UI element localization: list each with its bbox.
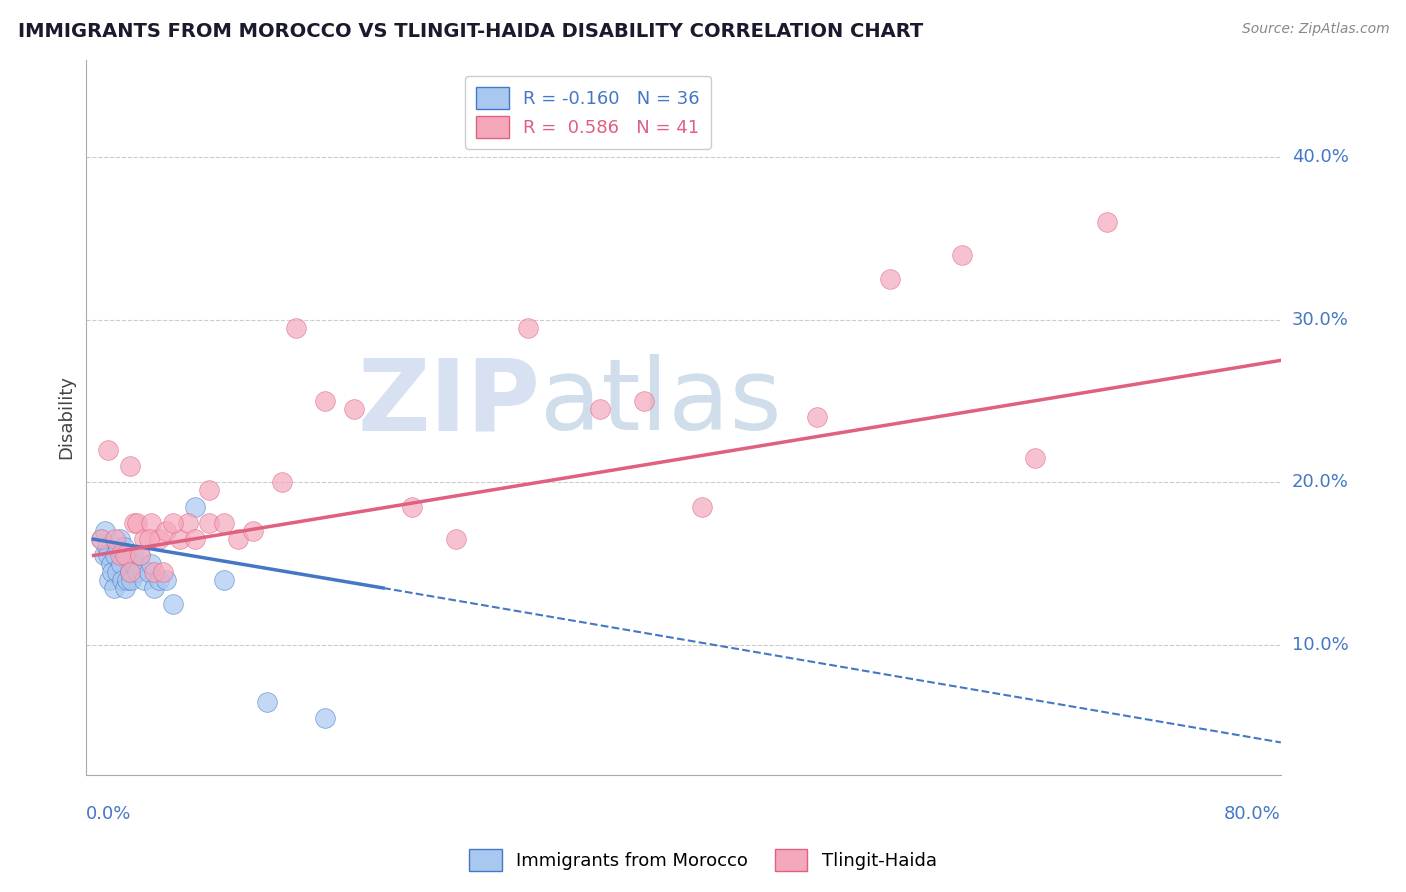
- Point: [806, 410, 828, 425]
- Point: [111, 573, 134, 587]
- Point: [198, 483, 221, 498]
- Point: [120, 573, 142, 587]
- Point: [110, 557, 132, 571]
- Text: 30.0%: 30.0%: [1292, 310, 1348, 329]
- Point: [121, 549, 143, 563]
- Point: [118, 565, 141, 579]
- Point: [90, 532, 112, 546]
- Point: [401, 500, 423, 514]
- Point: [125, 565, 148, 579]
- Point: [118, 565, 141, 579]
- Point: [155, 573, 177, 587]
- Point: [198, 516, 221, 530]
- Point: [162, 597, 184, 611]
- Point: [93, 549, 115, 563]
- Point: [270, 475, 292, 490]
- Point: [141, 557, 163, 571]
- Point: [184, 532, 207, 546]
- Point: [516, 321, 538, 335]
- Point: [212, 573, 235, 587]
- Point: [125, 516, 148, 530]
- Text: IMMIGRANTS FROM MOROCCO VS TLINGIT-HAIDA DISABILITY CORRELATION CHART: IMMIGRANTS FROM MOROCCO VS TLINGIT-HAIDA…: [18, 22, 924, 41]
- Text: 40.0%: 40.0%: [1292, 148, 1348, 166]
- Point: [155, 524, 177, 538]
- Point: [148, 532, 170, 546]
- Text: Source: ZipAtlas.com: Source: ZipAtlas.com: [1241, 22, 1389, 37]
- Point: [108, 532, 131, 546]
- Point: [138, 532, 160, 546]
- Point: [138, 565, 160, 579]
- Point: [444, 532, 467, 546]
- Point: [117, 549, 139, 563]
- Point: [256, 695, 278, 709]
- Point: [134, 573, 156, 587]
- Y-axis label: Disability: Disability: [58, 376, 75, 459]
- Point: [343, 402, 366, 417]
- Point: [94, 524, 117, 538]
- Point: [690, 500, 713, 514]
- Text: 20.0%: 20.0%: [1292, 474, 1348, 491]
- Point: [96, 541, 118, 555]
- Point: [97, 442, 120, 457]
- Point: [134, 532, 156, 546]
- Point: [104, 549, 127, 563]
- Point: [115, 573, 138, 587]
- Point: [105, 565, 128, 579]
- Point: [314, 711, 336, 725]
- Text: 0.0%: 0.0%: [86, 805, 132, 823]
- Point: [950, 248, 973, 262]
- Point: [100, 557, 122, 571]
- Point: [107, 541, 129, 555]
- Point: [122, 557, 145, 571]
- Point: [143, 565, 166, 579]
- Point: [589, 402, 612, 417]
- Text: 80.0%: 80.0%: [1225, 805, 1281, 823]
- Point: [103, 581, 125, 595]
- Point: [879, 272, 901, 286]
- Point: [97, 549, 120, 563]
- Point: [104, 532, 127, 546]
- Legend: R = -0.160   N = 36, R =  0.586   N = 41: R = -0.160 N = 36, R = 0.586 N = 41: [465, 76, 710, 149]
- Point: [128, 549, 150, 563]
- Text: ZIP: ZIP: [357, 354, 540, 451]
- Point: [98, 573, 121, 587]
- Point: [141, 516, 163, 530]
- Point: [228, 532, 250, 546]
- Point: [114, 549, 136, 563]
- Point: [118, 458, 141, 473]
- Point: [122, 516, 145, 530]
- Point: [242, 524, 264, 538]
- Point: [152, 565, 174, 579]
- Point: [1095, 215, 1118, 229]
- Point: [112, 541, 135, 555]
- Point: [162, 516, 184, 530]
- Point: [184, 500, 207, 514]
- Point: [169, 532, 191, 546]
- Point: [108, 549, 131, 563]
- Point: [128, 549, 150, 563]
- Legend: Immigrants from Morocco, Tlingit-Haida: Immigrants from Morocco, Tlingit-Haida: [461, 842, 945, 879]
- Point: [176, 516, 198, 530]
- Point: [148, 573, 170, 587]
- Point: [1024, 450, 1046, 465]
- Point: [314, 394, 336, 409]
- Point: [90, 532, 112, 546]
- Text: 10.0%: 10.0%: [1292, 636, 1348, 654]
- Point: [114, 581, 136, 595]
- Point: [101, 565, 124, 579]
- Point: [633, 394, 655, 409]
- Text: atlas: atlas: [540, 354, 782, 451]
- Point: [285, 321, 308, 335]
- Point: [143, 581, 166, 595]
- Point: [212, 516, 235, 530]
